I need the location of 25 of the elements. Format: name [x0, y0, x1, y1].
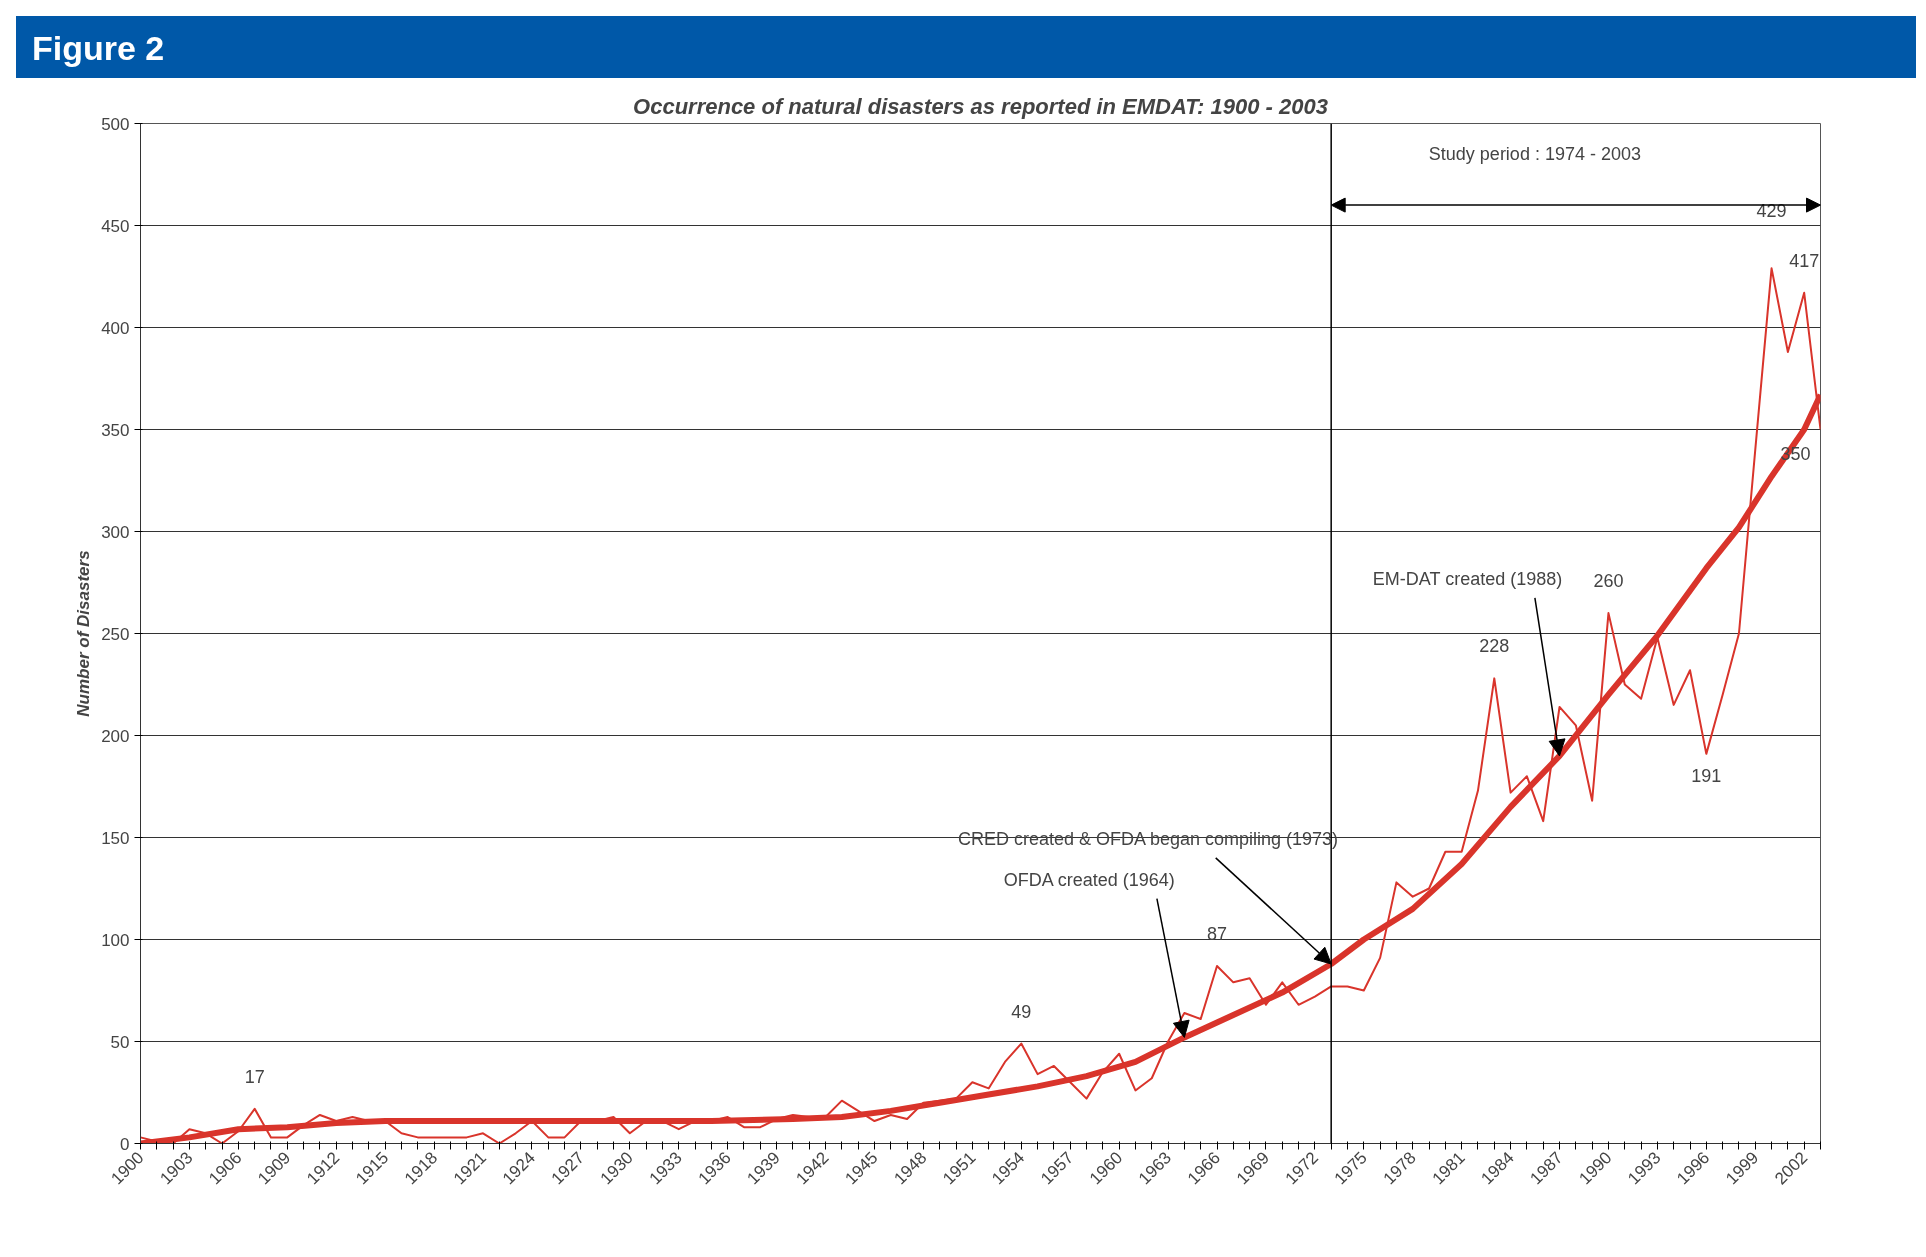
annotation: Study period : 1974 - 2003	[1428, 144, 1641, 165]
y-axis-title: Number of Disasters	[74, 550, 94, 717]
annotation: OFDA created (1964)	[1003, 869, 1175, 890]
annotation: EM-DAT created (1988)	[1372, 568, 1563, 589]
y-tick-label: 500	[101, 114, 130, 134]
y-tick-label: 150	[101, 828, 130, 848]
chart-title: Figure 2	[32, 28, 165, 69]
y-tick-label: 350	[101, 420, 130, 440]
data-label: 228	[1479, 636, 1510, 657]
y-tick-label: 450	[101, 216, 130, 236]
data-label: 87	[1206, 924, 1228, 945]
data-label: 17	[244, 1066, 265, 1087]
data-label: 429	[1756, 201, 1787, 222]
data-label: 417	[1789, 250, 1820, 271]
y-tick-label: 100	[101, 930, 130, 950]
y-tick-label: 300	[101, 522, 130, 542]
data-label: 49	[1011, 1001, 1032, 1022]
data-label: 260	[1593, 571, 1624, 592]
chart-subtitle: Occurrence of natural disasters as reported in EMDAT: 1900 - 2003	[633, 93, 1328, 119]
y-tick-label: 250	[101, 624, 130, 644]
y-tick-label: 50	[110, 1032, 130, 1052]
data-label: 191	[1691, 765, 1722, 786]
y-tick-label: 200	[101, 726, 130, 746]
y-tick-label: 400	[101, 318, 130, 338]
y-tick-label: 0	[120, 1134, 130, 1154]
